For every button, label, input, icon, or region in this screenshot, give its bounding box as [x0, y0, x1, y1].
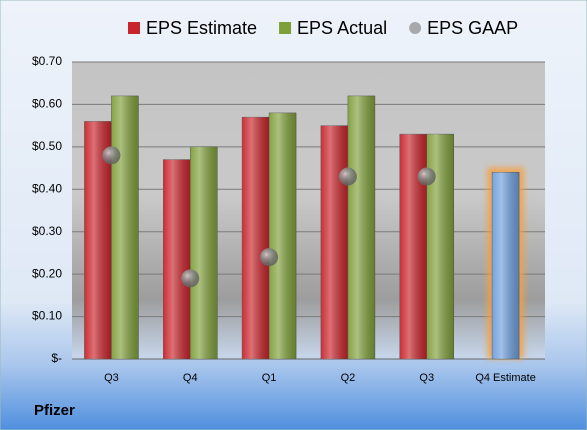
y-tick-label: $-: [51, 351, 62, 365]
x-tick-label: Q4 Estimate: [475, 372, 536, 384]
legend-label: EPS GAAP: [427, 18, 518, 38]
y-tick-label: $0.70: [32, 54, 62, 68]
x-tick-label: Q2: [341, 372, 356, 384]
marker-shine: [338, 167, 357, 186]
legend-marker: [409, 22, 422, 34]
bar-shine: [320, 125, 348, 360]
bar-shine: [163, 159, 191, 359]
x-tick-label: Q1: [262, 372, 277, 384]
bar-shine: [111, 95, 139, 359]
x-tick-label: Q4: [183, 372, 198, 384]
bar-shine: [492, 172, 520, 359]
marker-shine: [102, 146, 121, 165]
y-tick-label: $0.10: [32, 309, 62, 323]
bar-shine: [242, 117, 270, 360]
x-tick-label: Q3: [104, 372, 119, 384]
legend-marker: [279, 22, 292, 34]
marker-shine: [260, 248, 279, 267]
y-tick-label: $0.30: [32, 224, 62, 238]
legend-label: EPS Actual: [297, 18, 387, 38]
plot-area: [72, 62, 545, 359]
y-tick-label: $0.20: [32, 266, 62, 280]
bar-shine: [269, 112, 297, 360]
y-tick-label: $0.60: [32, 97, 62, 111]
bar-shine: [190, 146, 218, 359]
legend-label: EPS Estimate: [146, 18, 257, 38]
y-tick-label: $0.40: [32, 181, 62, 195]
x-tick-label: Q3: [419, 372, 434, 384]
bar-shine: [426, 134, 454, 359]
y-tick-label: $0.50: [32, 139, 62, 153]
marker-shine: [181, 269, 200, 288]
chart-title: Pfizer: [34, 402, 75, 419]
bar-shine: [347, 95, 375, 359]
legend-marker: [128, 22, 140, 34]
bar-shine: [399, 134, 427, 359]
marker-shine: [417, 167, 436, 186]
